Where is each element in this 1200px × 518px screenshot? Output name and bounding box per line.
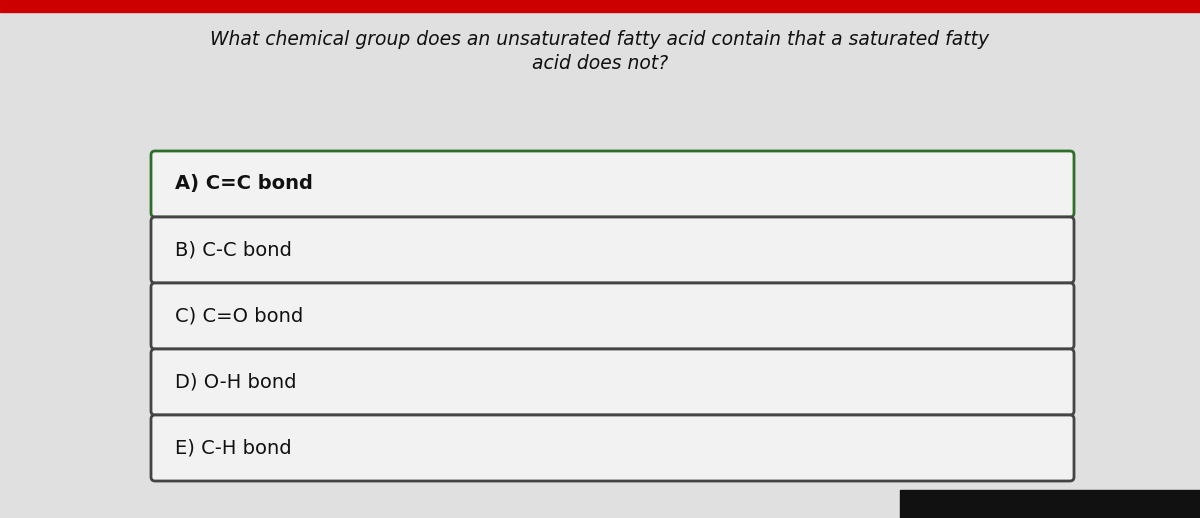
FancyBboxPatch shape <box>151 151 1074 217</box>
FancyBboxPatch shape <box>151 415 1074 481</box>
Bar <box>900 490 1200 518</box>
Text: A) C=C bond: A) C=C bond <box>175 175 313 194</box>
Text: D) O-H bond: D) O-H bond <box>175 372 296 392</box>
Text: E) C-H bond: E) C-H bond <box>175 439 292 457</box>
FancyBboxPatch shape <box>151 349 1074 415</box>
Bar <box>0 0 1200 12</box>
FancyBboxPatch shape <box>151 217 1074 283</box>
Text: acid does not?: acid does not? <box>532 54 668 73</box>
Text: B) C-C bond: B) C-C bond <box>175 240 292 260</box>
FancyBboxPatch shape <box>151 283 1074 349</box>
Text: What chemical group does an unsaturated fatty acid contain that a saturated fatt: What chemical group does an unsaturated … <box>210 30 990 49</box>
Text: C) C=O bond: C) C=O bond <box>175 307 304 325</box>
